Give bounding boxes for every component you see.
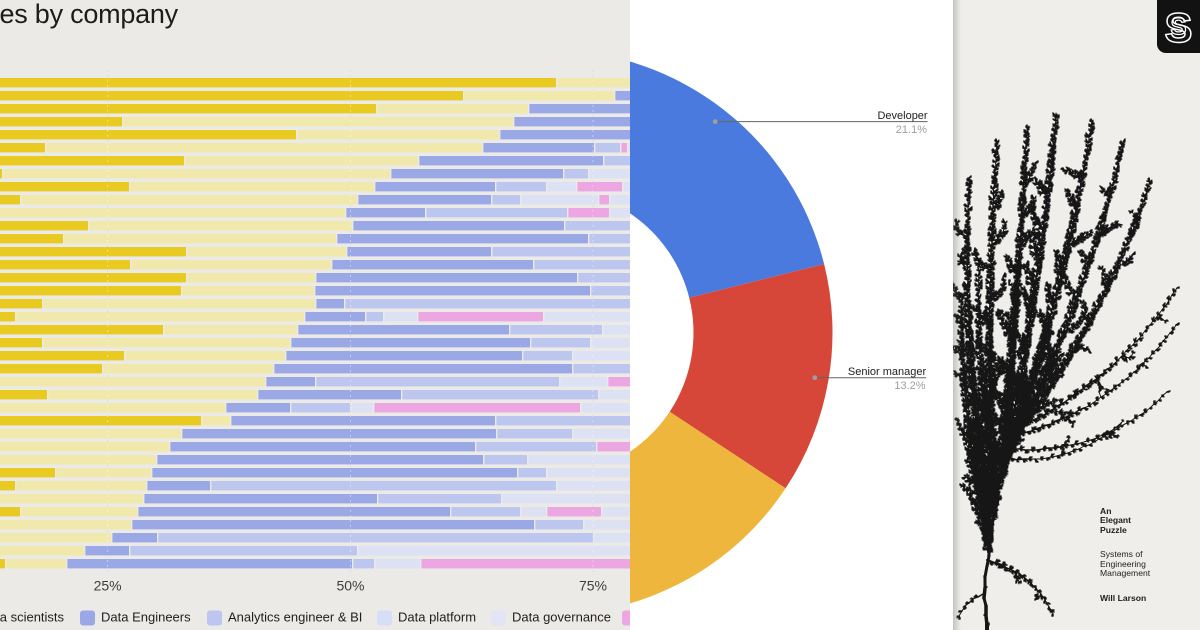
svg-text:13.2%: 13.2% xyxy=(894,380,925,392)
svg-text:S: S xyxy=(1170,14,1186,41)
svg-text:Analytics engineer & BI: Analytics engineer & BI xyxy=(228,610,362,625)
svg-text:Developer: Developer xyxy=(877,110,927,122)
svg-text:25%: 25% xyxy=(94,578,122,594)
svg-text:Data governance: Data governance xyxy=(512,610,611,625)
svg-text:Data Engineers: Data Engineers xyxy=(101,610,191,625)
svg-text:Data platform: Data platform xyxy=(398,610,476,625)
svg-text:Senior manager: Senior manager xyxy=(848,366,927,378)
svg-text:Data scientists: Data scientists xyxy=(0,610,65,625)
svg-text:75%: 75% xyxy=(579,578,607,594)
svg-text:S: S xyxy=(1164,4,1192,51)
svg-text:21.1%: 21.1% xyxy=(896,124,927,136)
svg-text:50%: 50% xyxy=(336,578,364,594)
